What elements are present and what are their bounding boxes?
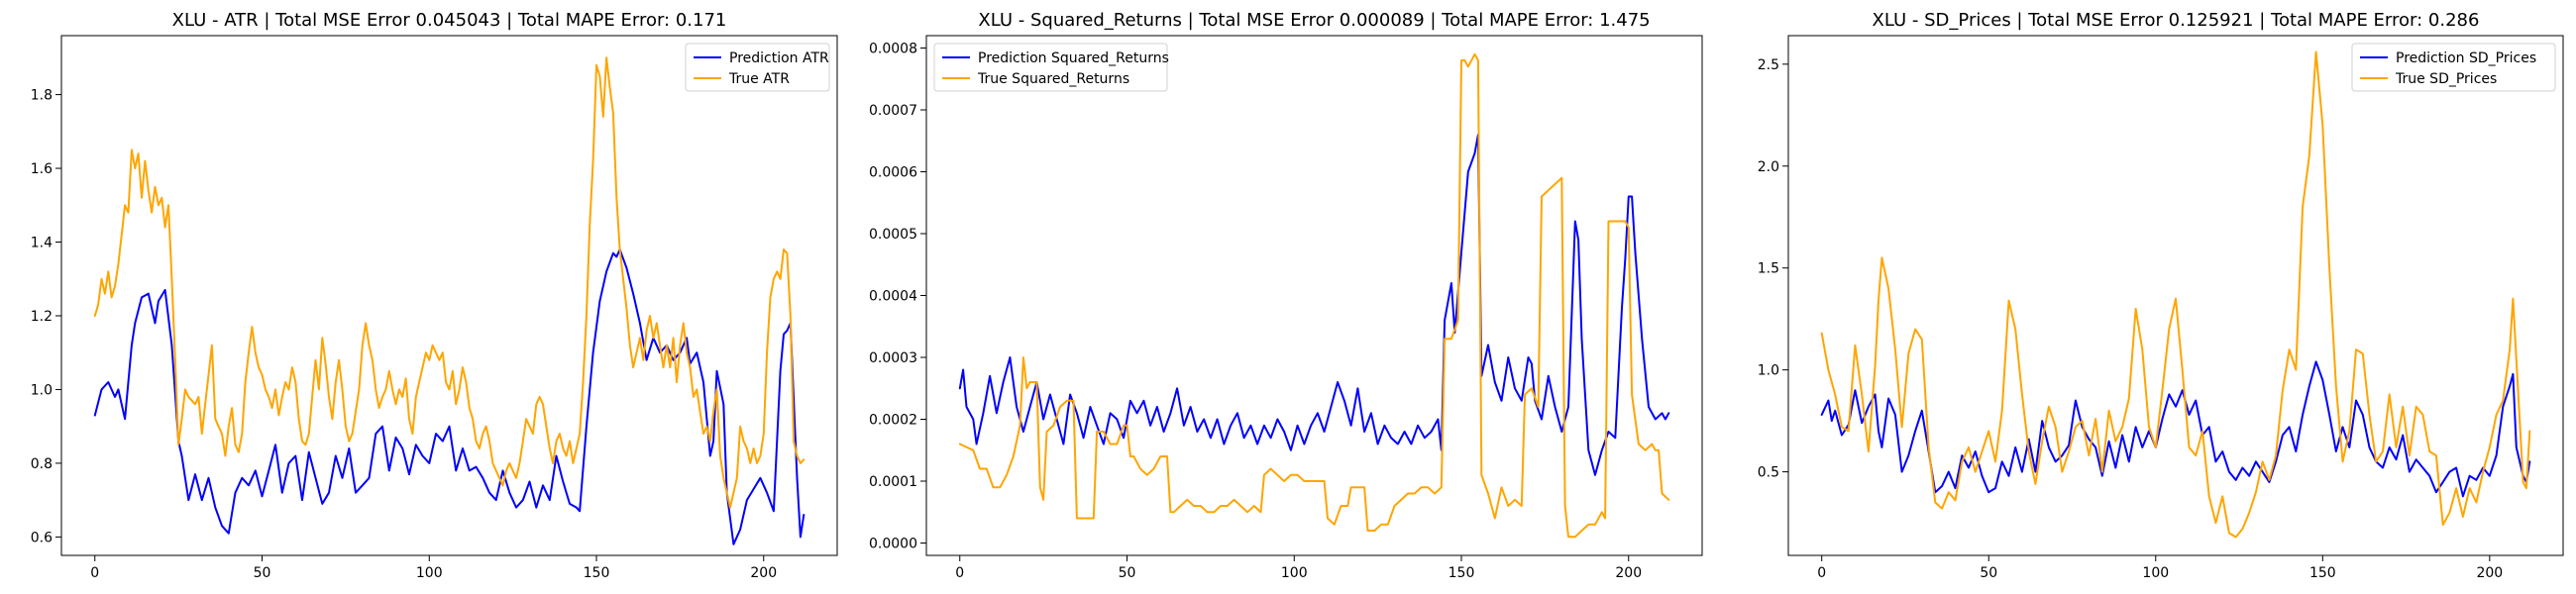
- chart-panel-2: XLU - Squared_Returns | Total MSE Error …: [869, 10, 1703, 581]
- plot-area-frame: [60, 35, 838, 556]
- x-tick-label: 0: [955, 565, 964, 581]
- y-tick-label: 1.6: [31, 161, 53, 177]
- chart-panel-1: XLU - ATR | Total MSE Error 0.045043 | T…: [31, 10, 838, 581]
- y-tick-label: 1.0: [31, 382, 53, 398]
- x-tick-label: 100: [416, 565, 443, 581]
- legend-label: Prediction ATR: [729, 50, 829, 66]
- x-tick-label: 200: [1615, 565, 1642, 581]
- x-tick-label: 150: [584, 565, 610, 581]
- chart-title: XLU - ATR | Total MSE Error 0.045043 | T…: [172, 10, 727, 31]
- y-tick-label: 0.0004: [869, 289, 917, 305]
- panels: XLU - ATR | Total MSE Error 0.045043 | T…: [31, 10, 2564, 581]
- x-tick-label: 100: [1281, 565, 1308, 581]
- y-tick-label: 0.0008: [869, 42, 917, 57]
- y-tick-label: 1.4: [31, 236, 53, 251]
- legend: Prediction Squared_Returns True Squared_R…: [933, 43, 1169, 92]
- series-line-true: [93, 56, 805, 509]
- y-tick-label: 0.6: [31, 530, 53, 545]
- y-tick-label: 1.8: [31, 88, 53, 104]
- legend-box: [2351, 43, 2556, 92]
- legend-box: [933, 43, 1168, 92]
- legend-box: [685, 43, 830, 92]
- y-tick-label: 0.0001: [869, 474, 917, 490]
- y-tick-label: 0.0003: [869, 350, 917, 366]
- x-tick-label: 50: [1119, 565, 1136, 581]
- y-tick-label: 1.5: [1758, 261, 1779, 277]
- plot-area-frame: [1787, 35, 2564, 556]
- legend-label: True SD_Prices: [2395, 71, 2497, 87]
- series-line-prediction: [93, 248, 805, 545]
- chart-title: XLU - SD_Prices | Total MSE Error 0.1259…: [1873, 10, 2480, 31]
- y-tick-label: 0.8: [31, 456, 53, 472]
- legend-label: Prediction SD_Prices: [2396, 50, 2536, 66]
- x-tick-label: 0: [90, 565, 99, 581]
- y-tick-label: 2.0: [1758, 159, 1779, 175]
- legend-label: True Squared_Returns: [977, 71, 1129, 87]
- x-tick-label: 100: [2142, 565, 2169, 581]
- x-tick-label: 0: [1817, 565, 1826, 581]
- y-tick-label: 1.2: [31, 309, 53, 325]
- chart-title: XLU - Squared_Returns | Total MSE Error …: [978, 10, 1650, 31]
- legend: Prediction ATR True ATR: [685, 43, 830, 92]
- legend-label: Prediction Squared_Returns: [978, 50, 1169, 66]
- y-tick-label: 0.5: [1758, 465, 1779, 481]
- legend: Prediction SD_Prices True SD_Prices: [2351, 43, 2556, 92]
- series-line-prediction: [958, 134, 1670, 476]
- y-tick-label: 0.0000: [869, 537, 917, 552]
- series-line-true: [958, 52, 1670, 539]
- x-tick-label: 50: [1980, 565, 1997, 581]
- y-tick-label: 0.0002: [869, 413, 917, 429]
- series-line-true: [1820, 50, 2531, 539]
- y-tick-label: 2.5: [1758, 57, 1779, 73]
- x-tick-label: 200: [2476, 565, 2503, 581]
- x-tick-label: 50: [254, 565, 271, 581]
- x-tick-label: 150: [2309, 565, 2336, 581]
- y-tick-label: 0.0005: [869, 227, 917, 243]
- legend-label: True ATR: [728, 71, 790, 87]
- x-tick-label: 150: [1449, 565, 1475, 581]
- y-tick-label: 0.0006: [869, 165, 917, 181]
- y-tick-label: 0.0007: [869, 103, 917, 119]
- y-tick-label: 1.0: [1758, 363, 1779, 379]
- x-tick-label: 200: [750, 565, 777, 581]
- chart-panel-3: XLU - SD_Prices | Total MSE Error 0.1259…: [1758, 10, 2564, 581]
